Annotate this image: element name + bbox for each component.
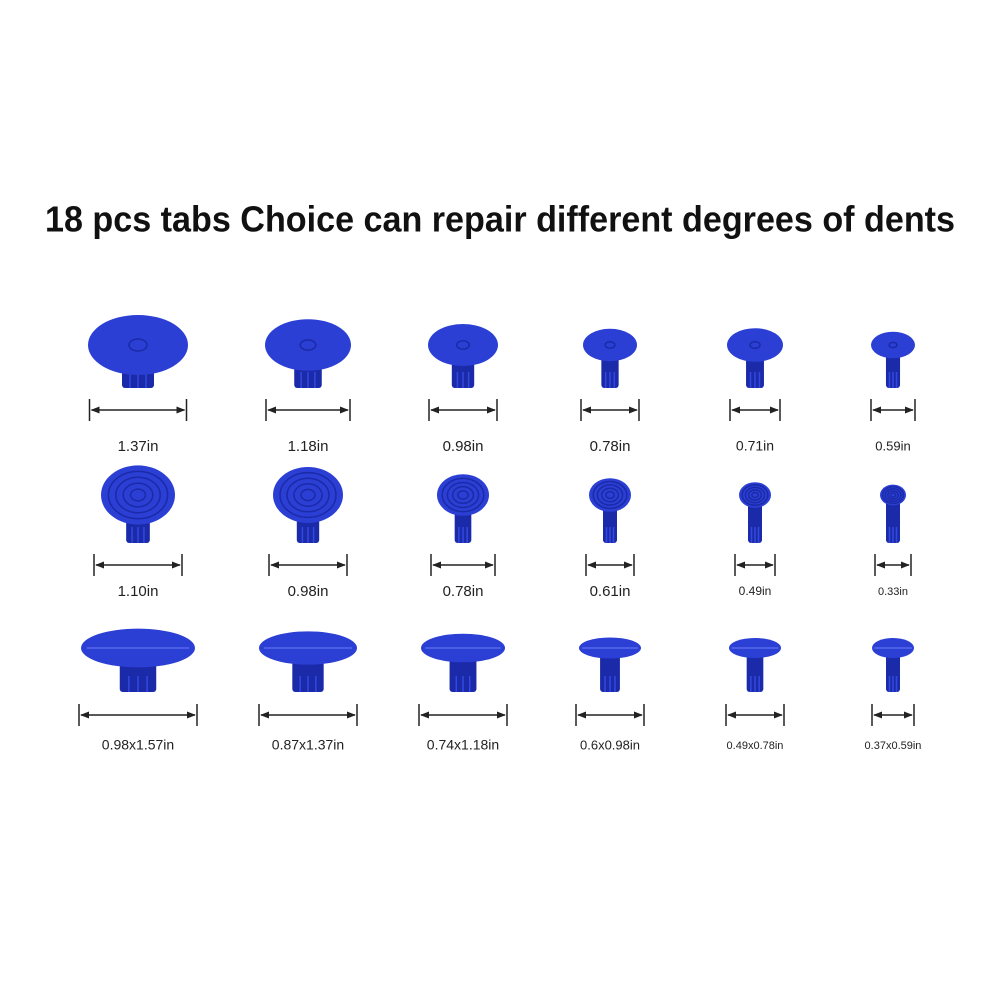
tab-ring xyxy=(446,481,480,509)
tab xyxy=(259,631,357,692)
tab-ring xyxy=(122,482,154,508)
size-label: 0.61in xyxy=(590,583,631,600)
tab-head xyxy=(583,328,637,362)
tab-ring xyxy=(457,490,469,500)
size-label: 0.6x0.98in xyxy=(580,737,640,752)
tab-head xyxy=(880,484,906,506)
tab-head xyxy=(871,331,915,359)
tab xyxy=(729,638,781,692)
size-label: 0.98in xyxy=(443,438,484,455)
tab-head xyxy=(589,478,631,512)
tab-center xyxy=(888,341,898,349)
tab-center xyxy=(455,340,471,350)
tab-ring xyxy=(286,477,330,513)
tab xyxy=(727,328,783,388)
tab-ring xyxy=(751,491,759,499)
tab xyxy=(437,474,489,543)
tab xyxy=(428,324,498,388)
tab xyxy=(589,478,631,543)
tab-head xyxy=(88,315,188,375)
tab-center xyxy=(749,340,761,350)
size-label: 0.74x1.18in xyxy=(427,737,499,753)
tab-ring xyxy=(744,486,766,504)
tab-ring xyxy=(129,488,147,502)
tab xyxy=(739,482,771,543)
size-label: 0.49in xyxy=(739,584,772,598)
tab-ring xyxy=(596,484,624,506)
tab-ring xyxy=(300,488,316,502)
size-label: 1.18in xyxy=(288,438,329,455)
size-label: 0.98in xyxy=(288,583,329,600)
tab-head xyxy=(265,319,351,371)
tab-ring xyxy=(605,490,615,500)
tab xyxy=(871,331,915,388)
tab-head xyxy=(437,474,489,516)
tab-center xyxy=(604,341,616,349)
tab xyxy=(872,638,914,692)
tab-ring xyxy=(887,490,899,500)
tab xyxy=(583,328,637,388)
size-label: 0.49x0.78in xyxy=(727,740,784,752)
tab xyxy=(101,465,175,543)
tab-head xyxy=(273,467,343,523)
tab xyxy=(273,467,343,543)
tab xyxy=(421,633,505,692)
tab-ring xyxy=(293,483,323,507)
tab-ring xyxy=(451,485,475,505)
tab xyxy=(579,637,641,692)
tab-ring xyxy=(115,476,161,514)
tab-ring xyxy=(881,485,905,505)
tab-ring xyxy=(889,492,897,498)
tab-head xyxy=(739,482,771,508)
tab xyxy=(880,484,906,543)
tab xyxy=(88,315,188,388)
tab xyxy=(81,628,195,692)
tab-ring xyxy=(884,488,902,502)
tab-ring xyxy=(600,487,620,503)
tab-ring xyxy=(747,489,763,501)
tab-head xyxy=(101,465,175,525)
size-label: 0.98x1.57in xyxy=(102,737,174,753)
size-label: 0.59in xyxy=(875,438,910,453)
tab-head xyxy=(727,328,783,362)
size-label: 0.78in xyxy=(443,583,484,600)
size-label: 1.10in xyxy=(118,583,159,600)
size-label: 0.87x1.37in xyxy=(272,737,344,753)
size-label: 0.78in xyxy=(590,438,631,455)
tab-center xyxy=(128,338,148,352)
size-label: 0.37x0.59in xyxy=(865,740,922,752)
tab-ring xyxy=(741,484,769,506)
tab-center xyxy=(299,339,317,351)
tab-head xyxy=(428,324,498,366)
tab xyxy=(265,319,351,388)
title: 18 pcs tabs Choice can repair different … xyxy=(45,199,955,240)
size-label: 0.71in xyxy=(736,438,774,454)
tab-ring xyxy=(592,480,628,510)
tab-ring xyxy=(107,470,169,520)
tab-ring xyxy=(279,471,337,519)
size-label: 1.37in xyxy=(118,438,159,455)
size-label: 0.33in xyxy=(878,586,908,598)
tab-ring xyxy=(441,477,485,513)
